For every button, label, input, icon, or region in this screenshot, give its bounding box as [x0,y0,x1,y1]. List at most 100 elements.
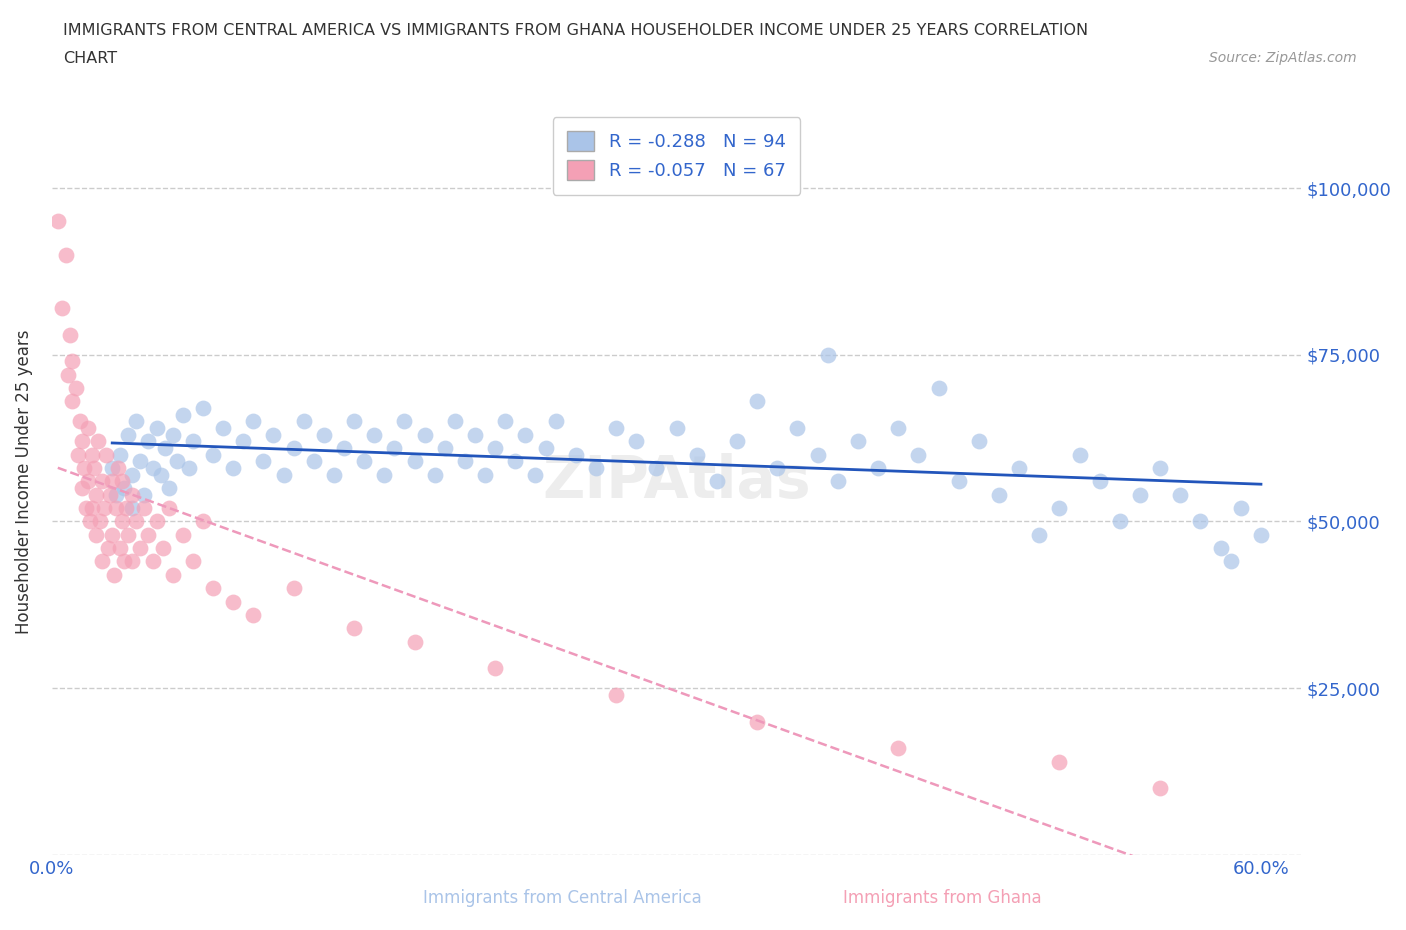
Point [454,454,477,469]
Point [887,741,910,756]
Point [141,554,163,569]
Point [111,514,134,529]
Point [69,414,91,429]
Point [46,214,69,229]
Point [665,420,688,435]
Point [59,327,82,342]
Point [605,420,627,435]
Point [302,454,325,469]
Point [149,468,172,483]
Point [101,474,124,489]
Point [105,500,128,515]
Point [73,460,96,475]
Point [1189,514,1212,529]
Point [162,428,184,443]
Point [56,367,79,382]
Point [242,607,264,622]
Point [101,460,124,475]
Point [273,468,295,483]
Point [262,428,284,443]
Point [534,441,557,456]
Point [66,447,89,462]
Point [80,447,103,462]
Point [79,514,101,529]
Point [333,441,356,456]
Point [77,420,100,435]
Point [89,514,111,529]
Point [70,434,93,449]
Point [866,460,889,475]
Point [363,428,385,443]
Point [97,540,120,555]
Point [232,434,254,449]
Point [115,500,138,515]
Point [138,434,160,449]
Point [1129,487,1152,502]
Point [152,540,174,555]
Point [112,481,135,496]
Point [191,514,214,529]
Point [745,714,768,729]
Point [312,428,335,443]
Point [1109,514,1132,529]
Text: IMMIGRANTS FROM CENTRAL AMERICA VS IMMIGRANTS FROM GHANA HOUSEHOLDER INCOME UNDE: IMMIGRANTS FROM CENTRAL AMERICA VS IMMIG… [63,23,1088,38]
Point [112,554,135,569]
Point [107,460,129,475]
Point [1028,527,1050,542]
Point [353,454,375,469]
Point [827,474,849,489]
Point [1170,487,1192,502]
Point [138,527,160,542]
Point [685,447,707,462]
Point [134,487,156,502]
Legend: R = -0.288   N = 94, R = -0.057   N = 67: R = -0.288 N = 94, R = -0.057 N = 67 [553,117,800,194]
Point [443,414,465,429]
Point [177,460,200,475]
Point [433,441,456,456]
Point [181,434,204,449]
Point [373,468,395,483]
Point [121,468,143,483]
Point [766,460,789,475]
Point [1008,460,1031,475]
Point [1219,554,1241,569]
Point [70,481,93,496]
Point [907,447,929,462]
Point [77,474,100,489]
Point [101,527,124,542]
Point [212,420,235,435]
Point [484,660,506,675]
Text: CHART: CHART [63,51,117,66]
Point [191,401,214,416]
Point [423,468,446,483]
Point [1250,527,1272,542]
Point [1049,754,1071,769]
Point [585,460,607,475]
Point [60,394,83,409]
Point [1230,500,1253,515]
Point [172,527,194,542]
Point [55,247,77,262]
Point [283,580,305,595]
Point [129,540,152,555]
Point [157,500,180,515]
Point [91,554,114,569]
Point [564,447,586,462]
Point [125,414,148,429]
Point [172,407,194,422]
Text: ZIPAtlas: ZIPAtlas [543,453,811,510]
Point [1209,540,1232,555]
Point [222,594,245,609]
Point [157,481,180,496]
Point [1149,460,1171,475]
Point [404,634,426,649]
Point [242,414,264,429]
Point [252,454,274,469]
Point [1149,781,1171,796]
Point [292,414,315,429]
Point [201,580,224,595]
Point [51,300,73,315]
Point [83,460,105,475]
Point [967,434,990,449]
Point [80,500,103,515]
